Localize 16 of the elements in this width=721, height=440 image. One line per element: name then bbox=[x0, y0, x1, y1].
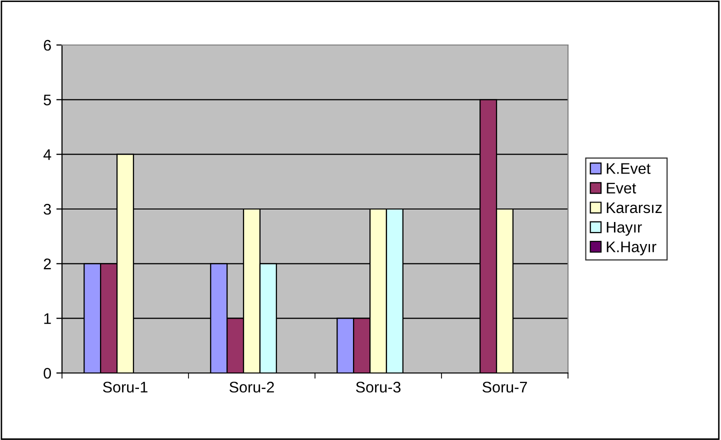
x-tick-label: Soru-7 bbox=[482, 382, 527, 393]
y-tick-label: 3 bbox=[44, 204, 51, 215]
x-tick-label: Soru-3 bbox=[356, 382, 401, 393]
y-tick-label: 6 bbox=[44, 40, 51, 51]
legend-label: K.Evet bbox=[606, 163, 651, 174]
y-tick-label: 5 bbox=[44, 94, 51, 106]
y-tick-label: 0 bbox=[44, 368, 51, 379]
legend-label: K.Hayır bbox=[606, 242, 656, 256]
legend-label: Evet bbox=[606, 182, 636, 194]
y-tick-label: 4 bbox=[43, 149, 52, 160]
y-tick-label: 1 bbox=[44, 313, 51, 324]
legend-label: Kararsız bbox=[606, 202, 662, 214]
y-tick-label: 2 bbox=[44, 258, 51, 270]
x-tick-label: Soru-1 bbox=[103, 382, 148, 393]
legend-label: Hayır bbox=[606, 222, 642, 236]
x-tick-label: Soru-2 bbox=[230, 382, 274, 393]
